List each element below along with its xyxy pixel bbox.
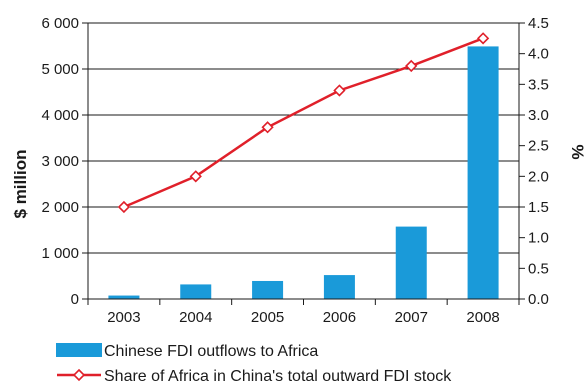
right-axis-ticks: 0.0 0.5 1.0 1.5 2.0 2.5 3.0 3.5 4.0 4.5 — [519, 15, 549, 308]
bar — [323, 275, 355, 299]
x-tick-label: 2008 — [466, 309, 499, 326]
x-tick-label: 2007 — [395, 309, 428, 326]
right-tick-label: 4.5 — [528, 15, 549, 32]
gridlines — [88, 68, 519, 254]
legend-swatch-bars — [56, 343, 102, 357]
bar — [252, 280, 284, 299]
line-marker — [189, 170, 202, 183]
legend-label-bars: Chinese FDI outflows to Africa — [104, 343, 318, 360]
line-marker — [261, 121, 274, 134]
bar — [180, 284, 212, 299]
bar — [467, 46, 499, 299]
right-tick-label: 2.0 — [528, 168, 549, 185]
right-tick-label: 3.5 — [528, 76, 549, 93]
left-tick-label: 6 000 — [41, 15, 79, 32]
x-axis-ticks: 2003 2004 2005 2006 2007 2008 — [87, 299, 520, 326]
line-series — [117, 32, 490, 214]
right-tick-label: 1.0 — [528, 230, 549, 247]
bar-series — [108, 46, 499, 299]
x-tick-label: 2006 — [323, 309, 356, 326]
right-tick-label: 0.5 — [528, 260, 549, 277]
bar — [108, 295, 140, 299]
series-line — [123, 37, 484, 209]
bar — [395, 226, 427, 299]
legend-swatch-marker — [72, 368, 86, 382]
left-tick-label: 4 000 — [41, 107, 79, 124]
left-tick-label: 0 — [71, 291, 79, 308]
line-marker — [117, 200, 131, 214]
right-axis-label: % — [568, 144, 585, 159]
right-tick-label: 1.5 — [528, 199, 549, 216]
left-axis-label: $ million — [11, 150, 30, 219]
right-tick-label: 4.0 — [528, 46, 549, 63]
right-tick-label: 2.5 — [528, 138, 549, 155]
left-tick-label: 5 000 — [41, 61, 79, 78]
line-marker — [333, 84, 346, 97]
x-tick-label: 2004 — [179, 309, 212, 326]
legend-label-line: Share of Africa in China's total outward… — [104, 368, 452, 385]
x-tick-label: 2005 — [251, 309, 284, 326]
legend: Chinese FDI outflows to Africa Share of … — [56, 343, 452, 385]
left-tick-label: 1 000 — [41, 245, 79, 262]
x-tick-label: 2003 — [107, 309, 140, 326]
line-marker — [476, 32, 490, 45]
left-tick-label: 3 000 — [41, 153, 79, 170]
right-tick-label: 3.0 — [528, 107, 549, 124]
right-tick-label: 0.0 — [528, 291, 549, 308]
line-marker — [405, 59, 418, 73]
left-tick-label: 2 000 — [41, 199, 79, 216]
left-axis-ticks: 0 1 000 2 000 3 000 4 000 5 000 6 000 — [41, 15, 88, 308]
